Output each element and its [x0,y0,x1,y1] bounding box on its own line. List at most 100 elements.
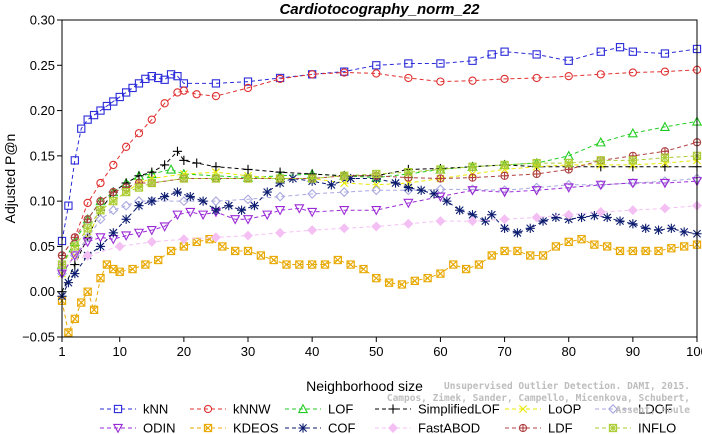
data-point [179,174,189,183]
data-point [595,207,606,217]
data-point [256,251,265,260]
data-point [70,242,79,251]
data-point [275,74,285,84]
data-point [147,167,157,177]
data-point [384,278,394,287]
legend-label: LOF [328,402,353,417]
data-point [166,70,176,79]
data-point [294,204,305,214]
data-point [146,236,157,247]
data-point [160,160,170,170]
data-point [390,178,401,188]
data-point [564,237,573,247]
data-point [77,298,86,307]
legend-item-inflo: INFLO [595,421,676,434]
data-point [564,56,573,65]
data-point [185,192,195,202]
data-point [615,216,625,226]
y-tick-label: −0.05 [22,330,55,345]
data-point [596,70,605,79]
data-point [340,179,349,188]
data-point [121,187,131,197]
data-point [526,251,535,260]
data-point [218,242,227,251]
data-point [211,162,221,172]
data-point [455,205,465,215]
legend-item-cof: COF [285,421,356,434]
data-point [141,74,150,84]
data-point [628,68,638,77]
data-point [243,164,253,175]
data-point [468,162,477,171]
data-point [102,101,112,111]
data-point [275,227,286,238]
legend-label: KDEOS [233,421,279,434]
data-point [595,180,606,191]
data-point [627,205,638,216]
data-point [416,185,426,195]
data-point [436,174,445,183]
x-tick-label: 60 [433,344,447,359]
data-point [339,223,350,234]
data-point [192,237,201,247]
data-point [82,250,93,261]
data-point [121,214,131,224]
data-point [275,191,286,202]
watermark-line-1: Unsupervised Outlier Detection. DAMI, 20… [444,381,690,392]
data-point [308,70,317,79]
legend-marker [203,423,213,433]
data-point [243,174,253,183]
data-point [141,260,150,269]
data-point [372,169,381,179]
legend-label: SimplifiedLOF [418,402,500,417]
data-point [160,192,170,202]
y-tick-label: 0.00 [30,284,55,299]
data-point [666,223,676,233]
data-point [70,269,80,279]
data-point [468,56,477,65]
data-point [576,212,587,223]
data-point [64,201,73,210]
legend-item-ldof: LDOF [595,402,673,417]
x-tick-label: 10 [112,344,126,359]
data-point [178,234,189,245]
data-point [680,242,689,251]
legend-marker [518,423,528,433]
data-point [667,244,676,253]
data-point [95,214,106,225]
data-point [474,260,484,269]
data-point [372,273,381,283]
data-point [563,209,574,220]
data-point [172,146,183,156]
data-point [133,228,145,239]
data-point [659,178,671,189]
x-tick-label: 20 [177,344,191,359]
data-point [83,224,92,233]
data-point [109,196,118,206]
legend-marker [112,423,124,434]
data-point [371,185,382,196]
data-point [679,227,689,237]
data-point [115,267,124,276]
data-point [230,215,241,225]
data-point [243,194,253,205]
data-point [531,186,542,196]
data-point [146,168,157,179]
data-point [660,67,670,76]
data-point [404,59,413,68]
y-axis-label: Adjusted P@n [2,134,18,224]
data-point [603,242,612,251]
x-tick-label: 40 [305,344,319,359]
data-point [435,216,446,227]
data-point [134,183,144,192]
data-point [404,73,413,83]
data-point [602,212,612,223]
data-point [359,264,368,274]
data-point [243,83,253,93]
legend-item-lof: LOF [285,402,353,417]
data-point [197,210,209,221]
data-point [64,328,73,337]
data-point [243,246,253,256]
data-point [96,178,105,188]
data-point [628,47,638,56]
